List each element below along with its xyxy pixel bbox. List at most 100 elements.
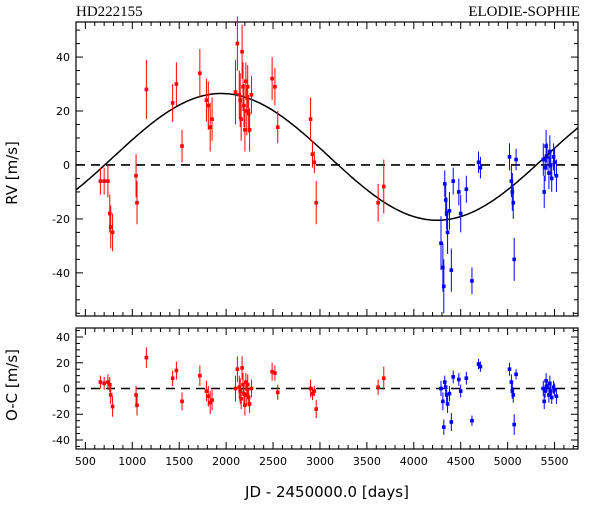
data-point	[308, 117, 313, 121]
data-point	[443, 198, 448, 202]
data-point	[98, 179, 103, 183]
data-point	[245, 382, 250, 387]
x-axis-label: JD - 2450000.0 [days]	[244, 483, 409, 501]
x-tick-label: 5500	[541, 455, 569, 468]
data-point	[108, 225, 113, 229]
data-point	[180, 144, 184, 148]
data-point	[314, 200, 319, 205]
data-point	[98, 380, 103, 384]
data-point	[107, 382, 112, 387]
data-point	[238, 389, 243, 393]
data-point	[476, 362, 481, 366]
data-point	[511, 200, 516, 205]
model-curve	[75, 92, 579, 221]
data-point	[243, 403, 247, 408]
data-point	[443, 385, 448, 390]
data-layer	[98, 16, 559, 435]
data-point	[270, 369, 274, 374]
data-point	[275, 125, 280, 129]
data-point	[509, 179, 514, 183]
y-axis-label-rv: RV [m/s]	[3, 141, 21, 205]
data-point	[174, 82, 179, 86]
data-point	[246, 111, 251, 116]
data-point	[180, 399, 184, 404]
y-tick-label: 0	[63, 383, 70, 396]
data-point	[244, 79, 248, 84]
data-point	[242, 391, 246, 396]
data-point	[233, 90, 238, 94]
data-point	[314, 407, 319, 411]
data-point	[110, 404, 115, 409]
data-point	[312, 160, 317, 165]
data-point	[244, 380, 248, 384]
data-point	[170, 376, 175, 381]
data-point	[447, 209, 452, 213]
data-point	[134, 173, 138, 178]
y-tick-label: -40	[52, 434, 70, 447]
data-point	[275, 390, 280, 395]
data-point	[144, 87, 149, 92]
data-point	[514, 372, 518, 377]
text-layer: HD222155 ELODIE-SOPHIE JD - 2450000.0 [d…	[3, 4, 580, 501]
data-point	[512, 422, 516, 427]
plot-frame	[75, 21, 579, 317]
instrument-label: ELODIE-SOPHIE	[468, 4, 580, 20]
data-point	[554, 394, 559, 399]
data-point	[170, 101, 175, 105]
data-point	[510, 389, 515, 393]
data-point	[439, 386, 443, 391]
data-point	[198, 71, 202, 76]
data-point	[442, 425, 446, 429]
data-point	[233, 386, 238, 391]
data-point	[206, 394, 211, 399]
data-point	[204, 389, 209, 393]
data-point	[381, 184, 386, 189]
data-point	[552, 160, 557, 165]
data-point	[208, 400, 212, 405]
star-name-label: HD222155	[76, 4, 143, 20]
data-point	[458, 389, 463, 393]
x-tick-label: 2000	[212, 455, 240, 468]
data-point	[198, 373, 202, 378]
data-point	[549, 176, 554, 181]
data-point	[470, 279, 474, 283]
data-point	[478, 165, 483, 170]
data-point	[240, 49, 244, 54]
data-point	[312, 389, 317, 393]
data-point	[548, 149, 552, 154]
data-point	[542, 399, 547, 404]
data-point	[442, 380, 447, 384]
data-point	[106, 380, 110, 384]
data-point	[238, 98, 243, 103]
data-point	[442, 284, 446, 289]
y-tick-label: 20	[56, 105, 70, 118]
data-point	[235, 367, 240, 371]
data-point	[543, 389, 547, 393]
x-tick-label: 3000	[306, 455, 334, 468]
data-point	[247, 402, 252, 406]
data-point	[548, 163, 553, 167]
data-point	[547, 393, 551, 397]
y-tick-label: 40	[56, 331, 70, 344]
data-point	[441, 265, 445, 270]
y-tick-label: 0	[63, 159, 70, 172]
data-point	[106, 179, 110, 183]
data-point	[445, 402, 450, 406]
data-point	[108, 393, 113, 397]
data-point	[249, 386, 254, 391]
y-axis-label-residuals: O-C [m/s]	[3, 349, 21, 421]
model-layer	[75, 92, 579, 390]
data-point	[457, 190, 461, 194]
data-point	[554, 173, 559, 178]
data-point	[548, 381, 552, 386]
y-tick-label: 40	[56, 51, 70, 64]
data-point	[551, 385, 556, 390]
data-point	[449, 420, 454, 424]
data-point	[110, 230, 115, 235]
data-point	[541, 386, 546, 391]
data-point	[249, 93, 254, 97]
data-point	[439, 241, 443, 245]
data-point	[235, 41, 240, 46]
series-sophie	[439, 358, 559, 435]
data-point	[244, 109, 249, 113]
